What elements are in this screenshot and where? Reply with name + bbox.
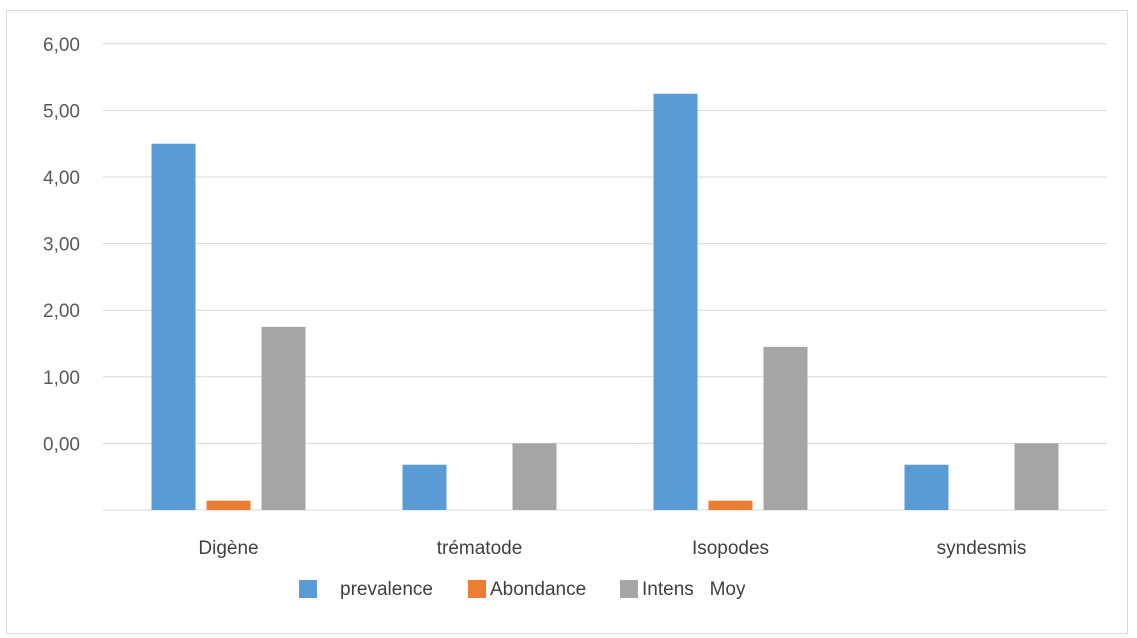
y-tick-label: 3,00 [43, 235, 80, 256]
bar-intens-moy [512, 443, 557, 510]
y-tick-label: 6,00 [43, 35, 80, 56]
y-tick-label: 2,00 [43, 301, 80, 322]
bar-intens-moy [763, 346, 808, 510]
bar-intens-moy [1014, 443, 1059, 510]
category-label: syndesmis [937, 538, 1027, 559]
y-tick-label: 4,00 [43, 168, 80, 189]
y-tick-label: 0,00 [43, 434, 80, 455]
category-label: Digène [198, 538, 258, 559]
bar-prevalence [904, 464, 949, 510]
bar-prevalence [653, 93, 698, 510]
legend-label: Intens Moy [642, 579, 746, 600]
y-tick-label: 1,00 [43, 368, 80, 389]
bar-abondance [206, 500, 251, 510]
legend-swatch [620, 580, 638, 598]
bar-prevalence [402, 464, 447, 510]
category-label: Isopodes [692, 538, 769, 559]
legend-swatch [299, 580, 317, 598]
bar-intens-moy [261, 326, 306, 510]
category-label: trématode [437, 538, 523, 559]
bar-prevalence [151, 143, 196, 510]
legend-label: prevalence [340, 579, 433, 600]
legend-label: Abondance [490, 579, 586, 600]
y-tick-label: 5,00 [43, 101, 80, 122]
legend-swatch [468, 580, 486, 598]
bar-abondance [708, 500, 753, 510]
